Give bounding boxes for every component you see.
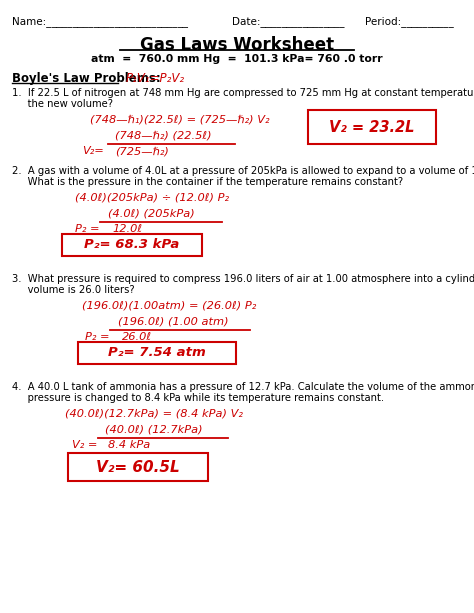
- Bar: [62, 234, 202, 256]
- Bar: [68, 453, 208, 481]
- Text: (40.0ℓ) (12.7kPa): (40.0ℓ) (12.7kPa): [105, 425, 202, 435]
- Bar: [308, 110, 436, 144]
- Text: What is the pressure in the container if the temperature remains constant?: What is the pressure in the container if…: [12, 177, 403, 187]
- Text: Period:__________: Period:__________: [365, 16, 454, 27]
- Text: atm  =  760.0 mm Hg  =  101.3 kPa= 760 .0 torr: atm = 760.0 mm Hg = 101.3 kPa= 760 .0 to…: [91, 54, 383, 64]
- Bar: [78, 342, 236, 364]
- Text: 12.0ℓ: 12.0ℓ: [112, 224, 142, 234]
- Text: P₂ =: P₂ =: [75, 224, 100, 234]
- Text: Date:________________: Date:________________: [232, 16, 345, 27]
- Text: Boyle's Law Problems:: Boyle's Law Problems:: [12, 72, 161, 85]
- Text: P₂= 68.3 kPa: P₂= 68.3 kPa: [84, 238, 180, 251]
- Text: P₂ =: P₂ =: [85, 332, 109, 342]
- Text: V₂=: V₂=: [82, 146, 104, 156]
- Text: (748—ℏ₁)(22.5ℓ) = (725—ℏ₂) V₂: (748—ℏ₁)(22.5ℓ) = (725—ℏ₂) V₂: [90, 114, 270, 124]
- Text: 1.  If 22.5 L of nitrogen at 748 mm Hg are compressed to 725 mm Hg at constant t: 1. If 22.5 L of nitrogen at 748 mm Hg ar…: [12, 88, 474, 98]
- Text: V₂ = 23.2L: V₂ = 23.2L: [329, 120, 415, 134]
- Text: volume is 26.0 liters?: volume is 26.0 liters?: [12, 285, 135, 295]
- Text: (196.0ℓ) (1.00 atm): (196.0ℓ) (1.00 atm): [118, 317, 228, 327]
- Text: pressure is changed to 8.4 kPa while its temperature remains constant.: pressure is changed to 8.4 kPa while its…: [12, 393, 384, 403]
- Text: Name:___________________________: Name:___________________________: [12, 16, 188, 27]
- Text: 4.  A 40.0 L tank of ammonia has a pressure of 12.7 kPa. Calculate the volume of: 4. A 40.0 L tank of ammonia has a pressu…: [12, 382, 474, 392]
- Text: (4.0ℓ) (205kPa): (4.0ℓ) (205kPa): [108, 209, 195, 219]
- Text: (748—ℏ₂) (22.5ℓ): (748—ℏ₂) (22.5ℓ): [115, 131, 211, 141]
- Text: P₂= 7.54 atm: P₂= 7.54 atm: [108, 346, 206, 359]
- Text: (4.0ℓ)(205kPa) ÷ (12.0ℓ) P₂: (4.0ℓ)(205kPa) ÷ (12.0ℓ) P₂: [75, 192, 229, 202]
- Text: 2.  A gas with a volume of 4.0L at a pressure of 205kPa is allowed to expand to : 2. A gas with a volume of 4.0L at a pres…: [12, 166, 474, 176]
- Text: (196.0ℓ)(1.00atm) = (26.0ℓ) P₂: (196.0ℓ)(1.00atm) = (26.0ℓ) P₂: [82, 300, 256, 310]
- Text: V₂= 60.5L: V₂= 60.5L: [96, 460, 180, 474]
- Text: the new volume?: the new volume?: [12, 99, 113, 109]
- Text: 8.4 kPa: 8.4 kPa: [108, 440, 150, 450]
- Text: P₁V₁=P₂V₂: P₁V₁=P₂V₂: [126, 72, 185, 85]
- Text: Gas Laws Worksheet: Gas Laws Worksheet: [140, 36, 334, 54]
- Text: (40.0ℓ)(12.7kPa) = (8.4 kPa) V₂: (40.0ℓ)(12.7kPa) = (8.4 kPa) V₂: [65, 408, 243, 418]
- Text: 26.0ℓ: 26.0ℓ: [122, 332, 152, 342]
- Text: 3.  What pressure is required to compress 196.0 liters of air at 1.00 atmosphere: 3. What pressure is required to compress…: [12, 274, 474, 284]
- Text: (725—ℏ₂): (725—ℏ₂): [115, 146, 169, 156]
- Text: V₂ =: V₂ =: [72, 440, 97, 450]
